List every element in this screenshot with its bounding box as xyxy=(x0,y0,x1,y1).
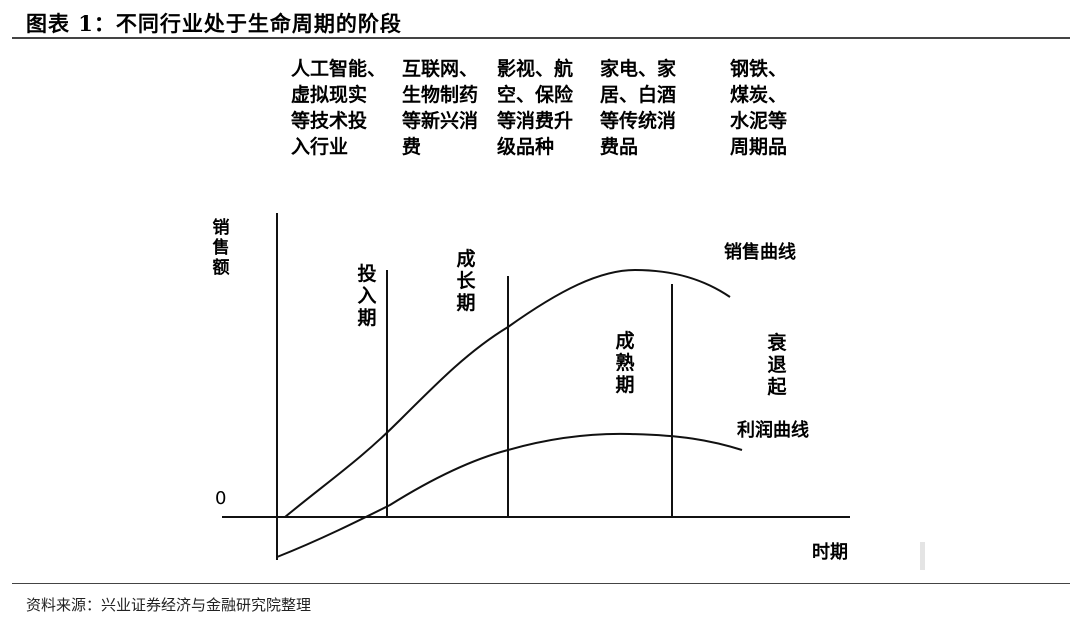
bottom-rule xyxy=(12,583,1070,584)
stage-intro-label: 投入期 xyxy=(357,263,377,329)
stage-mature-label: 成熟期 xyxy=(615,330,635,396)
stage-decline-label: 衰退起 xyxy=(767,332,787,398)
profit-curve-label: 利润曲线 xyxy=(737,420,809,441)
top-rule xyxy=(12,37,1070,39)
scan-edge-mark xyxy=(920,542,925,570)
industry-growth-early-text: 互联网、 生物制药 等新兴消 费 xyxy=(402,58,479,158)
sales-curve xyxy=(284,268,731,518)
industry-decline-text: 钢铁、 煤炭、 水泥等 周期品 xyxy=(730,58,788,158)
stage-growth-label: 成长期 xyxy=(456,248,476,314)
figure-title: 图表 1：不同行业处于生命周期的阶段 xyxy=(26,11,402,36)
zero-tick-label: 0 xyxy=(215,488,227,509)
profit-curve xyxy=(276,432,743,558)
x-axis-label: 时期 xyxy=(812,542,848,563)
sales-curve-label: 销售曲线 xyxy=(724,242,796,263)
industry-mature-text: 家电、家 居、白酒 等传统消 费品 xyxy=(600,58,677,158)
industry-growth-late-text: 影视、航 空、保险 等消费升 级品种 xyxy=(497,58,574,158)
industry-intro-text: 人工智能、 虚拟现实 等技术投 入行业 xyxy=(291,58,387,158)
source-note: 资料来源：兴业证券经济与金融研究院整理 xyxy=(26,596,312,614)
y-axis-label: 销售额 xyxy=(212,218,230,278)
